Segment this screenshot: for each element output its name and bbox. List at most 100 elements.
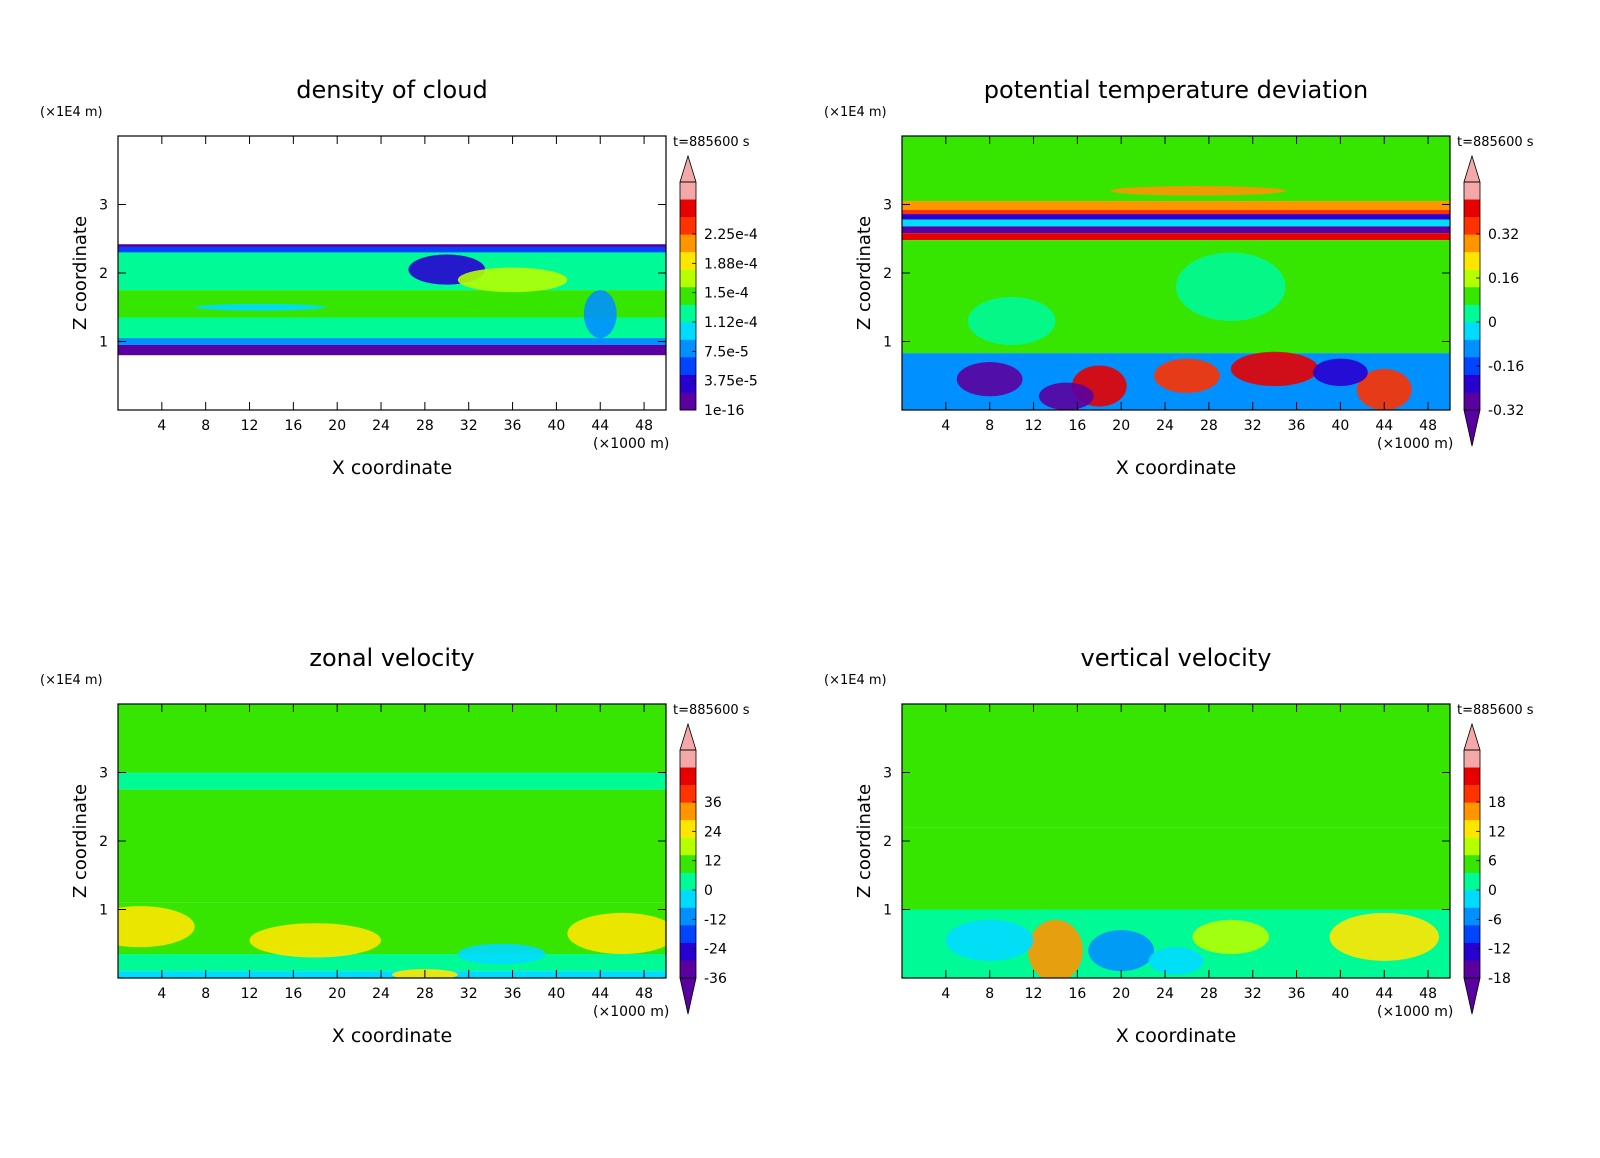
contour-blob	[1192, 919, 1270, 955]
chart-svg: zonal velocity(×1E4 m)t=885600 s4 8 12 16 20…	[40, 644, 750, 1047]
colorbar-segment	[1464, 374, 1480, 393]
contour-blob	[1039, 382, 1094, 410]
colorbar-segment	[680, 960, 696, 979]
colorbar-label: 18	[1488, 795, 1506, 811]
colorbar-segment	[1464, 890, 1480, 909]
colorbar-segment	[680, 234, 696, 253]
y-tick-label: 1	[99, 903, 108, 919]
x-tick-label: 16	[284, 986, 302, 1002]
contour-band	[118, 338, 666, 345]
colorbar-label: 12	[704, 854, 722, 870]
contour-band	[118, 344, 666, 356]
colorbar-segment	[1464, 217, 1480, 236]
contour-blob	[956, 362, 1023, 397]
colorbar-segment	[1464, 802, 1480, 821]
contour-band	[118, 290, 666, 318]
x-tick-label: 4	[157, 418, 166, 434]
colorbar-segment	[1464, 785, 1480, 804]
colorbar-label: 6	[1488, 854, 1497, 870]
y-axis-label: Z coordinate	[70, 216, 91, 330]
contour-band	[118, 971, 666, 978]
colorbar-label: -24	[704, 942, 727, 958]
colorbar-frame	[679, 181, 697, 411]
panel-density-of-cloud: density of cloud (×1E4 m) t=885600 s 4 8 12 16…	[0, 0, 800, 579]
chart-title: density of cloud	[296, 76, 487, 104]
x-tick-label: 36	[1288, 418, 1306, 434]
colorbar-frame	[679, 749, 697, 979]
contour-blob	[457, 267, 568, 293]
chart-title: potential temperature deviation	[984, 76, 1368, 104]
colorbar-segment	[1464, 339, 1480, 358]
colorbar-label: 1.12e-4	[704, 315, 758, 331]
colorbar-label: -0.32	[1488, 403, 1524, 419]
x-unit-label: (×1000 m)	[1377, 1004, 1453, 1020]
y-unit-label: (×1E4 m)	[824, 673, 887, 688]
colorbar-label: 0.32	[1488, 227, 1519, 243]
x-tick-label: 24	[1156, 986, 1174, 1002]
colorbar-segment	[1464, 925, 1480, 944]
x-tick-label: 20	[328, 418, 346, 434]
colorbar-segment	[1464, 855, 1480, 874]
x-axis-label: X coordinate	[332, 1025, 452, 1047]
colorbar-label: 12	[1488, 824, 1506, 840]
colorbar-label: -12	[704, 912, 727, 928]
colorbar-label: 36	[704, 795, 722, 811]
contour-band	[902, 226, 1450, 234]
colorbar-segment	[1464, 252, 1480, 271]
colorbar-segment	[680, 304, 696, 323]
x-tick-label: 28	[1200, 986, 1218, 1002]
x-tick-label: 44	[1375, 418, 1393, 434]
colorbar-label: 1.5e-4	[704, 286, 749, 302]
contour-blob	[1110, 186, 1286, 196]
x-tick-label: 12	[1025, 986, 1043, 1002]
colorbar-segment	[680, 785, 696, 804]
y-tick-label: 2	[883, 834, 892, 850]
colorbar-top-arrow	[679, 154, 697, 183]
x-axis-label: X coordinate	[1116, 457, 1236, 479]
colorbar-segment	[680, 392, 696, 411]
time-label: t=885600 s	[1457, 703, 1534, 718]
time-label: t=885600 s	[673, 703, 750, 718]
colorbar-segment	[680, 322, 696, 341]
colorbar-label: 24	[704, 824, 722, 840]
colorbar-label: 1e-16	[704, 403, 744, 419]
colorbar-label: 0.16	[1488, 271, 1519, 287]
colorbar-segment	[680, 872, 696, 891]
contour-blob	[249, 923, 382, 958]
x-tick-label: 48	[635, 986, 653, 1002]
colorbar-segment	[680, 907, 696, 926]
colorbar-segment	[680, 287, 696, 306]
colorbar-top-arrow	[679, 722, 697, 751]
colorbar-segment	[680, 339, 696, 358]
x-tick-label: 24	[372, 418, 390, 434]
panel-zonal-velocity: zonal velocity (×1E4 m) t=885600 s 4 8 12 16 20…	[0, 568, 800, 1147]
contour-band	[902, 219, 1450, 227]
contour-blob	[1176, 252, 1286, 321]
chart-svg: vertical velocity(×1E4 m)t=885600 s4 8 12 1…	[824, 644, 1534, 1047]
colorbar-label: -36	[704, 971, 727, 987]
y-tick-label: 3	[883, 766, 892, 782]
x-tick-label: 28	[416, 418, 434, 434]
colorbar-label: -0.16	[1488, 359, 1524, 375]
x-tick-label: 16	[284, 418, 302, 434]
contour-band	[902, 827, 1450, 910]
x-tick-label: 16	[1068, 418, 1086, 434]
x-tick-label: 12	[241, 418, 259, 434]
x-tick-label: 44	[591, 986, 609, 1002]
colorbar-label: 1.88e-4	[704, 256, 758, 272]
colorbar-label: 7.5e-5	[704, 344, 749, 360]
x-tick-label: 4	[941, 418, 950, 434]
colorbar-label: -18	[1488, 971, 1511, 987]
contour-band	[118, 246, 666, 253]
contour-band	[902, 209, 1450, 215]
colorbar-segment	[1464, 182, 1480, 201]
colorbar-segment	[1464, 767, 1480, 786]
colorbar-label: 0	[1488, 883, 1497, 899]
colorbar-segment	[680, 252, 696, 271]
chart-svg: density of cloud(×1E4 m)t=885600 s4 8 12 16…	[40, 76, 758, 479]
colorbar-frame	[1463, 181, 1481, 411]
panel-potential-temperature-deviation: potential temperature deviation (×1E4 m) t…	[784, 0, 1584, 579]
colorbar-segment	[1464, 872, 1480, 891]
contour-blob	[1329, 912, 1440, 961]
contour-band	[118, 244, 666, 247]
